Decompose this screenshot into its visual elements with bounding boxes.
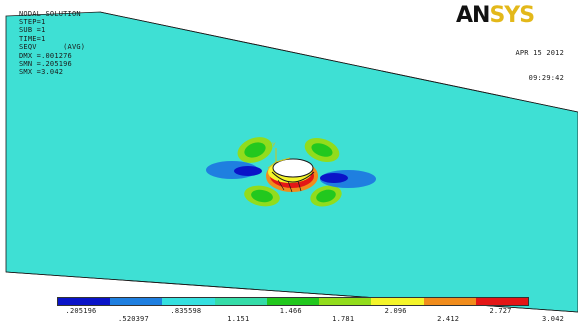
legend-label-lower: 3.042 — [541, 315, 565, 323]
legend-label-upper: 2.096 — [384, 307, 407, 315]
legend-label-lower: 1.151 — [227, 315, 250, 323]
timestamp: APR 15 2012 09:29:42 — [515, 32, 564, 99]
info-line: SMN =.205196 — [19, 60, 72, 69]
triad-y-label: Y — [272, 142, 276, 149]
legend-label-upper: .835598 — [170, 307, 202, 315]
stress-lobes — [206, 137, 376, 207]
legend-swatch — [214, 298, 267, 305]
logo-an: AN — [456, 3, 490, 28]
plate-edge-top — [99, 11, 578, 113]
legend-label-upper: 1.466 — [279, 307, 302, 315]
result-info: STEP=1 SUB =1 TIME=1 SEQV (AVG) DMX =.001276… — [19, 18, 85, 77]
info-line: DMX =.001276 — [19, 51, 72, 60]
legend-swatch — [110, 298, 163, 305]
contour-legend-bar — [57, 297, 529, 306]
legend-swatch — [266, 298, 320, 305]
coordinate-triad: Y — [267, 142, 291, 169]
logo-sys: SYS — [489, 3, 535, 28]
hole-region — [266, 158, 318, 193]
legend-label-lower: 2.412 — [437, 315, 460, 323]
legend-swatch — [162, 298, 215, 305]
legend-label-lower: 1.781 — [332, 315, 355, 323]
legend-swatch — [319, 298, 372, 305]
time-text: 09:29:42 — [528, 74, 564, 83]
info-line: TIME=1 — [19, 34, 46, 43]
info-line: SMX =3.042 — [19, 68, 64, 77]
legend-label-upper: 2.727 — [489, 307, 512, 315]
legend-swatch — [58, 298, 111, 305]
legend-label-upper: .205196 — [65, 307, 97, 315]
legend-swatch — [475, 298, 528, 305]
legend-label-lower: .520397 — [117, 315, 149, 323]
ansys-logo: ANSYS — [456, 3, 535, 28]
result-title: NODAL SOLUTION — [19, 10, 81, 18]
legend-swatch — [423, 298, 476, 305]
info-line: SUB =1 — [19, 26, 46, 35]
info-line: STEP=1 — [19, 18, 46, 26]
date-text: APR 15 2012 — [515, 48, 564, 57]
legend-swatch — [371, 298, 424, 305]
info-line: SEQV (AVG) — [19, 43, 86, 52]
